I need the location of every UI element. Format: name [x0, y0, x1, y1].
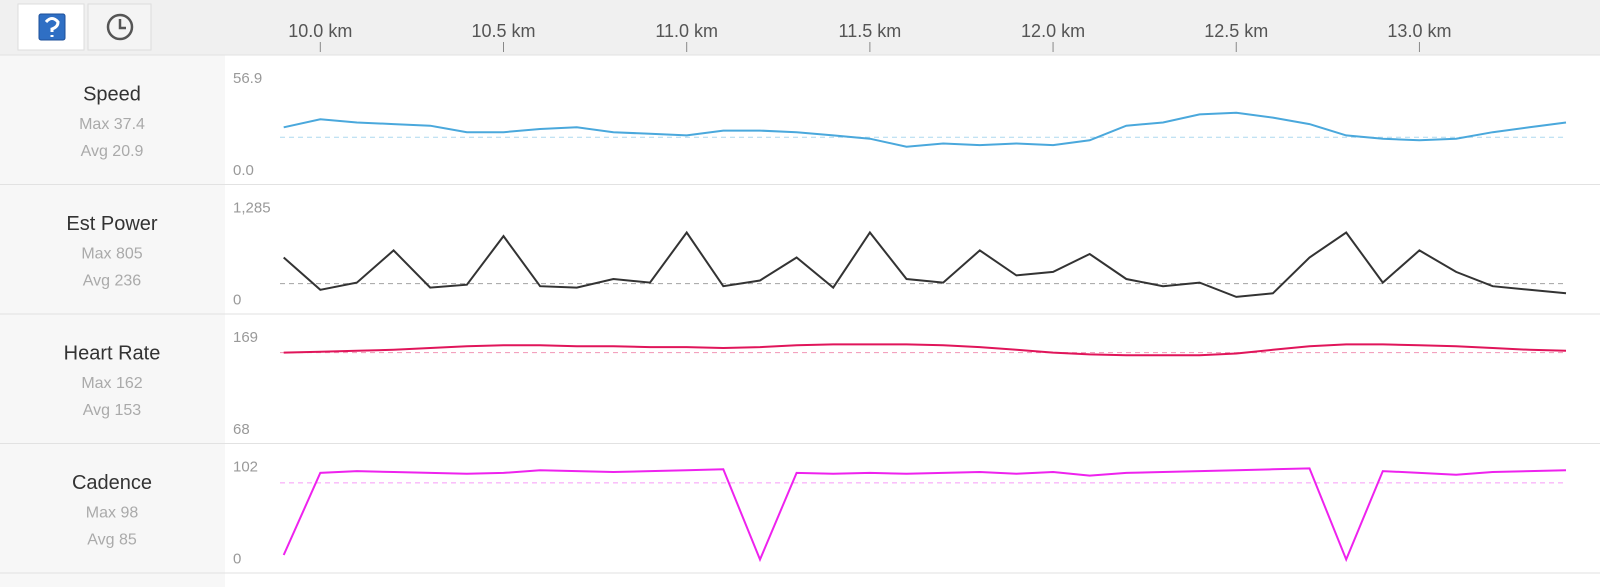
series-line: [283, 343, 1567, 357]
y-tick-label: 102: [233, 458, 258, 475]
y-tick-label: 0: [233, 550, 241, 567]
y-tick-label: 56.9: [233, 70, 262, 87]
x-tick-label: 13.0 km: [1387, 21, 1451, 41]
metric-stat: Avg 236: [83, 273, 142, 290]
time-button[interactable]: [87, 3, 152, 51]
y-tick-label: 68: [233, 421, 250, 438]
y-tick-label: 0.0: [233, 162, 254, 179]
metric-stat: Avg 153: [83, 402, 142, 419]
x-tick-label: 12.5 km: [1204, 21, 1268, 41]
metric-stat: Max 37.4: [79, 116, 145, 133]
metric-stat: Max 98: [86, 505, 139, 522]
series-line: [283, 111, 1567, 148]
x-tick-label: 10.0 km: [288, 21, 352, 41]
metric-title: Speed: [83, 83, 141, 105]
x-tick-label: 11.5 km: [839, 21, 902, 41]
x-tick-label: 10.5 km: [471, 21, 535, 41]
label-column: [0, 55, 225, 587]
help-button[interactable]: [17, 3, 85, 51]
series-line: [282, 467, 1567, 563]
metric-title: Est Power: [66, 213, 157, 235]
metric-stat: Avg 85: [87, 532, 137, 549]
metric-title: Cadence: [72, 472, 152, 494]
y-tick-label: 169: [233, 329, 258, 346]
metric-stat: Avg 20.9: [81, 143, 144, 160]
metric-title: Heart Rate: [64, 342, 161, 364]
x-tick-label: 11.0 km: [655, 21, 718, 41]
metric-stat: Max 805: [81, 246, 142, 263]
metric-stat: Max 162: [81, 375, 142, 392]
x-tick-label: 12.0 km: [1021, 21, 1085, 41]
series-line: [283, 230, 1567, 298]
y-tick-label: 1,285: [233, 199, 271, 216]
y-tick-label: 0: [233, 291, 241, 308]
header-bar: [0, 0, 1600, 55]
